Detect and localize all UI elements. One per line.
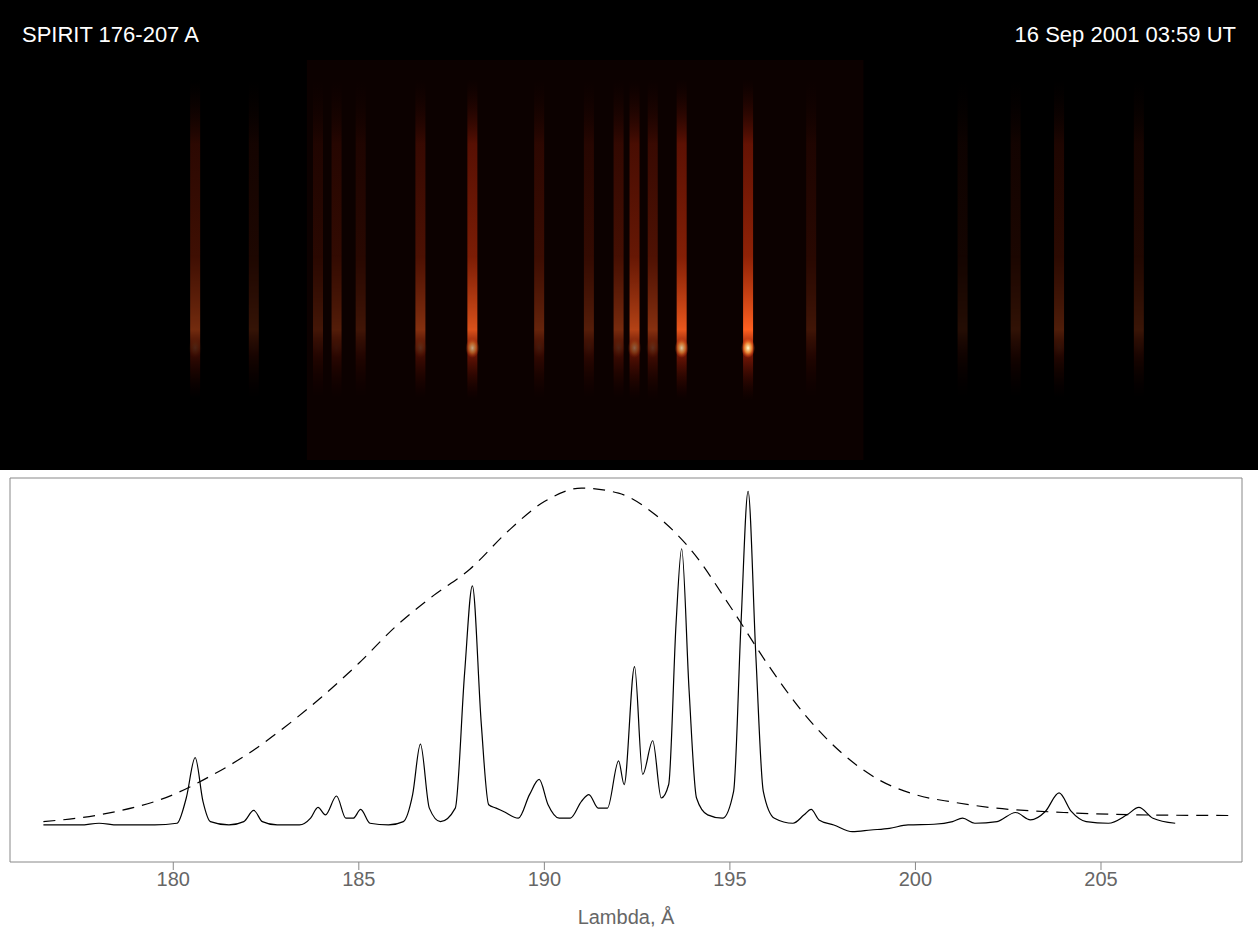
svg-text:180: 180 xyxy=(157,868,190,890)
svg-text:190: 190 xyxy=(528,868,561,890)
svg-text:SPIRIT 176-207 A: SPIRIT 176-207 A xyxy=(22,22,199,47)
svg-text:195: 195 xyxy=(713,868,746,890)
svg-text:185: 185 xyxy=(342,868,375,890)
svg-text:200: 200 xyxy=(899,868,932,890)
svg-text:205: 205 xyxy=(1084,868,1117,890)
svg-text:Lambda, Å: Lambda, Å xyxy=(578,906,675,928)
svg-text:16 Sep 2001 03:59 UT: 16 Sep 2001 03:59 UT xyxy=(1015,22,1236,47)
